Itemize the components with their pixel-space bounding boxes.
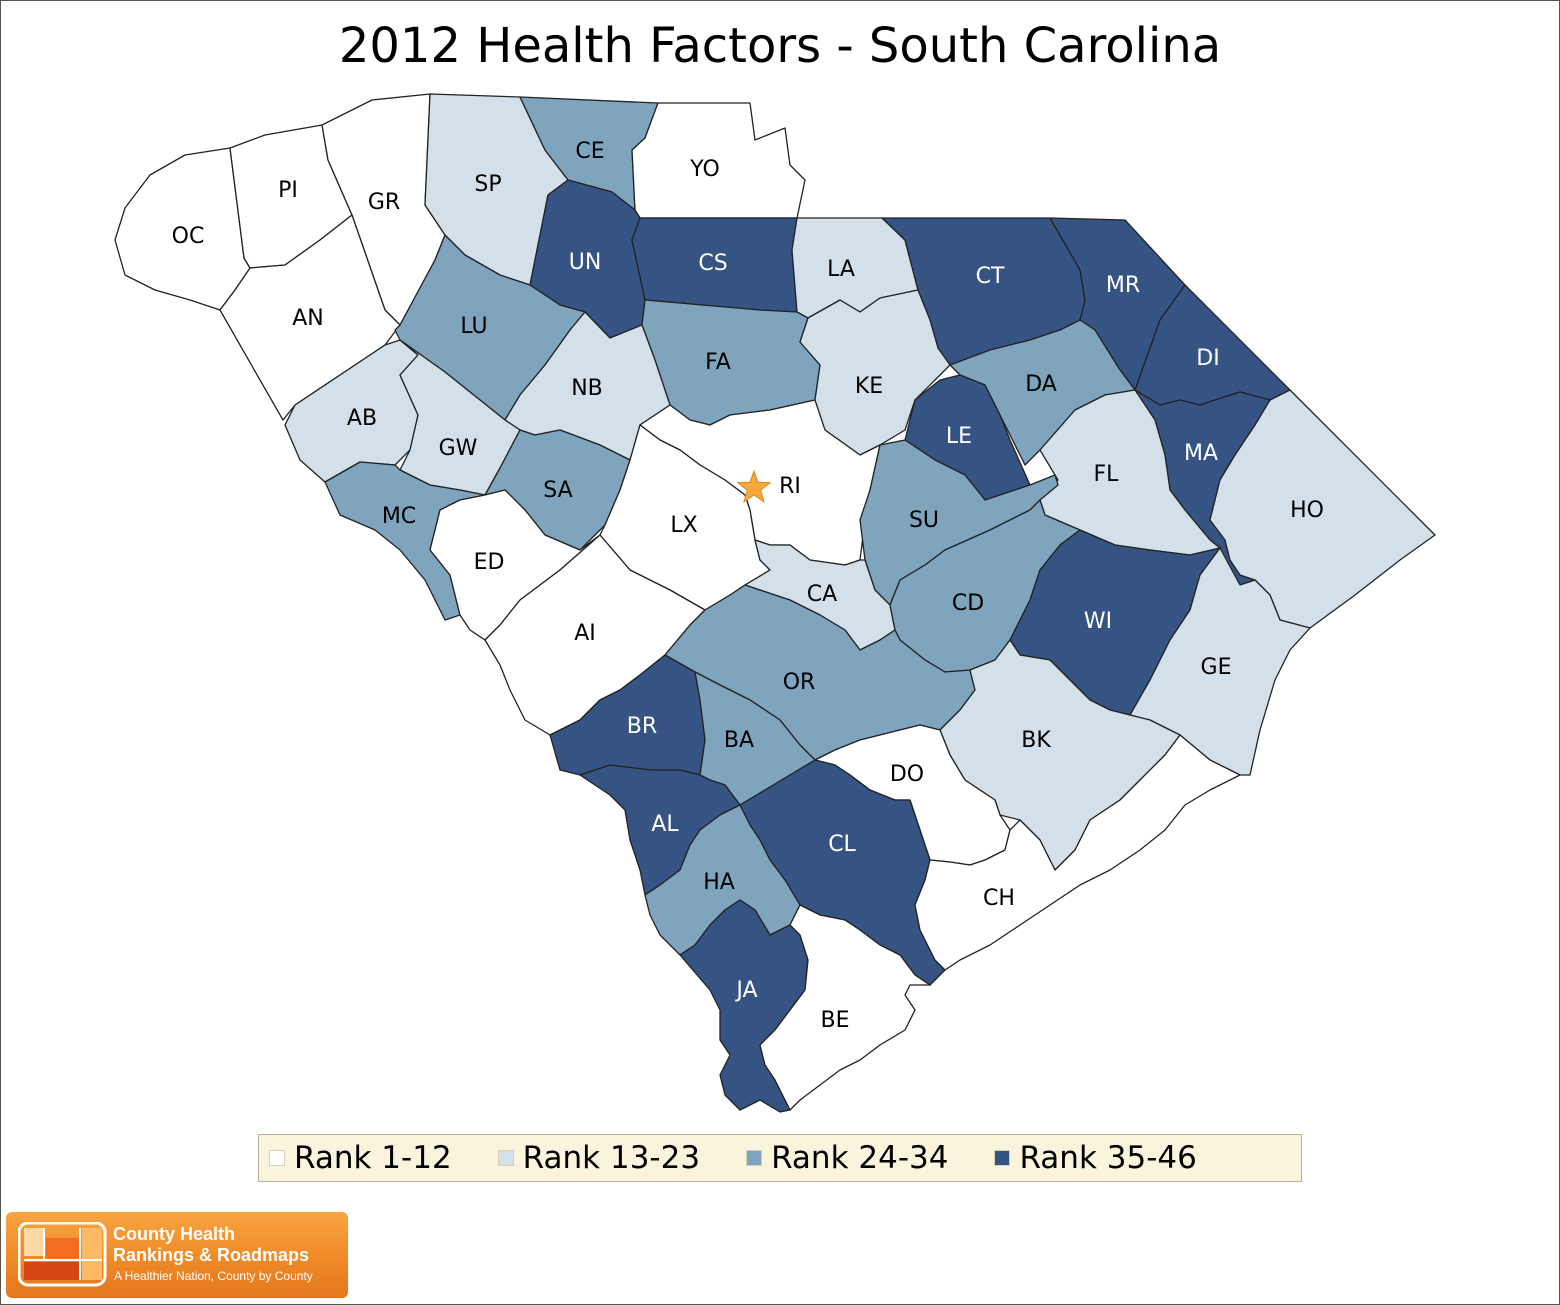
county-label-le: LE: [946, 424, 972, 449]
legend-label: Rank 1-12: [294, 1140, 452, 1176]
county-label-gw: GW: [439, 436, 478, 461]
county-label-oc: OC: [172, 224, 205, 249]
county-label-be: BE: [821, 1008, 850, 1033]
legend-label: Rank 24-34: [771, 1140, 949, 1176]
county-label-ke: KE: [855, 374, 883, 399]
county-label-ja: JA: [734, 978, 757, 1003]
legend-item: Rank 1-12: [269, 1140, 452, 1176]
county-health-rankings-logo[interactable]: County Health Rankings & Roadmaps A Heal…: [6, 1212, 348, 1298]
county-label-su: SU: [909, 508, 939, 533]
county-label-mc: MC: [382, 504, 416, 529]
county-ho[interactable]: [1209, 389, 1436, 629]
county-be[interactable]: [759, 904, 931, 1111]
legend-label: Rank 35-46: [1019, 1140, 1197, 1176]
logo-tagline: A Healthier Nation, County by County: [114, 1269, 313, 1283]
legend: Rank 1-12 Rank 13-23 Rank 24-34 Rank 35-…: [258, 1134, 1302, 1182]
county-label-mr: MR: [1106, 273, 1140, 298]
county-label-fl: FL: [1094, 462, 1120, 487]
county-label-ct: CT: [976, 264, 1005, 289]
county-label-la: LA: [827, 257, 855, 282]
county-label-yo: YO: [689, 157, 720, 182]
county-an[interactable]: [219, 214, 401, 421]
map-title: 2012 Health Factors - South Carolina: [338, 18, 1222, 74]
county-label-ab: AB: [347, 406, 377, 431]
county-label-pi: PI: [278, 178, 298, 203]
legend-item: Rank 35-46: [994, 1140, 1197, 1176]
county-label-ri: RI: [779, 474, 801, 499]
county-label-di: DI: [1196, 346, 1219, 371]
legend-swatch: [497, 1150, 514, 1166]
county-label-sa: SA: [543, 478, 572, 503]
county-label-ma: MA: [1184, 441, 1218, 466]
legend-swatch: [994, 1150, 1011, 1166]
county-label-ho: HO: [1290, 498, 1324, 523]
county-label-bk: BK: [1021, 728, 1051, 753]
logo-title-line2: Rankings & Roadmaps: [113, 1245, 310, 1265]
county-label-ge: GE: [1201, 655, 1232, 680]
county-label-ca: CA: [807, 582, 837, 607]
county-label-al: AL: [651, 812, 679, 837]
county-label-wi: WI: [1084, 609, 1112, 634]
county-label-ha: HA: [703, 870, 735, 895]
county-label-ed: ED: [474, 550, 505, 575]
legend-item: Rank 24-34: [746, 1140, 948, 1176]
county-label-ai: AI: [574, 621, 596, 646]
county-label-sp: SP: [474, 172, 501, 197]
county-ch[interactable]: [914, 734, 1241, 971]
county-label-ba: BA: [724, 728, 754, 753]
county-label-da: DA: [1025, 372, 1057, 397]
county-label-ch: CH: [983, 886, 1015, 911]
logo-title-line1: County Health: [113, 1224, 236, 1244]
county-label-cl: CL: [828, 832, 856, 857]
county-label-fa: FA: [705, 350, 731, 375]
county-label-cs: CS: [698, 251, 727, 276]
county-label-do: DO: [890, 762, 924, 787]
county-label-un: UN: [569, 250, 602, 275]
legend-label: Rank 13-23: [522, 1140, 701, 1176]
county-label-ce: CE: [575, 139, 604, 164]
county-label-lx: LX: [670, 513, 697, 538]
county-yo[interactable]: [631, 102, 806, 219]
county-label-br: BR: [627, 714, 657, 739]
logo-map-icon: [18, 1222, 107, 1287]
legend-item: Rank 13-23: [497, 1140, 701, 1176]
county-label-an: AN: [292, 306, 324, 331]
county-label-or: OR: [783, 670, 816, 695]
county-label-lu: LU: [460, 314, 487, 339]
legend-swatch: [269, 1150, 285, 1166]
legend-swatch: [746, 1150, 763, 1166]
county-label-gr: GR: [368, 190, 400, 215]
county-label-nb: NB: [571, 376, 603, 401]
capital-star-icon: [736, 469, 772, 503]
county-label-cd: CD: [952, 591, 984, 616]
